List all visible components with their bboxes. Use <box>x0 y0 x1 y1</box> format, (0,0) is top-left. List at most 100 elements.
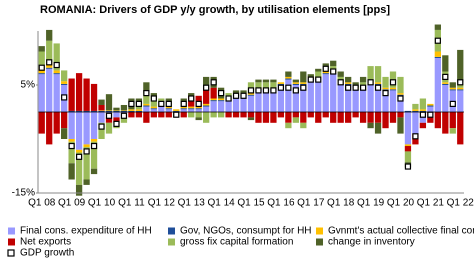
bar-segment <box>61 70 68 82</box>
gdp-marker <box>374 84 382 91</box>
bar-segment <box>217 112 225 118</box>
x-tick-label: Q1 14 <box>207 198 235 209</box>
bar-segment <box>389 90 397 112</box>
bar-segment <box>98 110 105 112</box>
gdp-marker <box>128 100 135 108</box>
bar-segment <box>53 74 60 112</box>
bar-segment <box>98 112 105 123</box>
gdp-marker <box>262 87 270 94</box>
chart-title: ROMANIA: Drivers of GDP y/y growth, by u… <box>40 4 390 16</box>
bar-segment <box>150 106 157 109</box>
bar-segment <box>143 106 150 112</box>
legend-label: gross fix capital formation <box>180 237 293 248</box>
bar-segment <box>352 112 359 118</box>
bar-segment <box>90 83 98 111</box>
bar-segment <box>412 103 419 110</box>
x-tick-label: Q1 08 <box>28 198 56 209</box>
bar-segment <box>330 74 337 112</box>
gdp-marker <box>292 87 299 94</box>
bar-segment <box>217 100 225 102</box>
bar-segment <box>150 108 157 110</box>
bar-segment <box>75 110 83 112</box>
bar-segment <box>210 98 217 101</box>
bar-segment <box>292 83 299 85</box>
bar-segment <box>427 105 434 107</box>
bar-segment <box>247 112 255 118</box>
bar-segment <box>38 74 45 112</box>
gdp-marker <box>188 95 195 102</box>
bar-segment <box>165 106 172 109</box>
bar-segment <box>46 40 53 63</box>
x-tick-label: Q1 22 <box>447 198 474 209</box>
bar-segment <box>61 128 68 139</box>
bar-segment <box>457 90 464 112</box>
bar-segment <box>173 109 180 111</box>
bar-segment <box>68 78 75 111</box>
bar-segment <box>180 112 187 118</box>
bar-segment <box>188 106 195 109</box>
y-tick-label: -15% <box>12 188 35 199</box>
bar-segment <box>292 112 299 118</box>
bar-segment <box>46 67 53 69</box>
bar-segment <box>38 46 45 52</box>
bar-segment <box>404 146 412 152</box>
bar-segment <box>427 106 434 112</box>
bar-segment <box>449 128 456 134</box>
gdp-marker <box>150 95 157 102</box>
bar-segment <box>247 93 255 95</box>
bar-segment <box>203 112 210 123</box>
gdp-marker <box>38 64 45 71</box>
bar-segment <box>90 139 98 142</box>
gdp-marker <box>180 100 187 108</box>
legend-label: change in inventory <box>328 237 415 248</box>
bar-segment <box>113 107 120 111</box>
bar-segment <box>165 109 172 112</box>
bar-segment <box>53 43 60 71</box>
bar-segment <box>113 112 120 118</box>
bar-segment <box>397 94 404 96</box>
gdp-marker <box>68 142 75 150</box>
bar-segment <box>158 112 165 118</box>
bar-segment <box>225 101 232 112</box>
bar-segment <box>135 112 143 118</box>
bar-segment <box>113 110 120 111</box>
bar-segment <box>90 141 98 169</box>
bar-segment <box>240 112 247 118</box>
bar-segment <box>188 109 195 112</box>
legend-swatch <box>8 238 15 246</box>
bar-segment <box>61 83 68 85</box>
bar-segment <box>61 81 68 84</box>
gdp-marker <box>307 76 314 83</box>
bar-segment <box>404 151 412 163</box>
bar-segment <box>195 108 202 110</box>
bar-segment <box>83 112 90 145</box>
bar-segment <box>322 112 329 118</box>
gdp-marker <box>113 120 120 127</box>
bar-segment <box>203 76 210 88</box>
bar-segment <box>345 83 352 85</box>
bar-segment <box>75 184 83 196</box>
gdp-marker <box>83 148 90 155</box>
bar-segment <box>128 112 135 118</box>
bar-segment <box>120 117 128 123</box>
bar-segment <box>165 98 172 102</box>
bar-segment <box>457 89 464 91</box>
bar-segment <box>300 83 307 85</box>
bar-segment <box>98 110 105 111</box>
gdp-marker <box>225 95 232 102</box>
bar-segment <box>404 144 412 147</box>
bar-segment <box>46 29 53 41</box>
bar-segment <box>255 112 262 123</box>
bar-segment <box>180 109 187 112</box>
bar-segment <box>128 109 135 111</box>
bar-segment <box>322 74 329 112</box>
gdp-marker <box>120 112 128 119</box>
x-tick-label: Q1 10 <box>88 198 116 209</box>
bar-segment <box>262 79 270 83</box>
bar-segment <box>337 112 344 123</box>
gdp-marker <box>457 79 464 86</box>
bar-segment <box>210 87 217 99</box>
bar-segment <box>374 122 382 134</box>
bar-segment <box>389 87 397 90</box>
gdp-marker <box>404 163 412 170</box>
